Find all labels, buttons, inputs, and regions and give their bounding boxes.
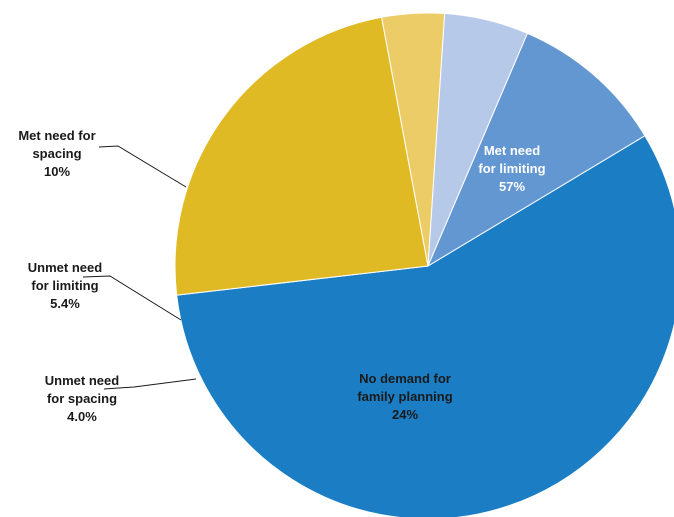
leader-line-unmet-need-for-limiting (82, 275, 182, 321)
slice-label-met-need-for-spacing: Met need for spacing 10% (18, 128, 95, 179)
slice-text-line: spacing (32, 146, 81, 161)
slice-label-unmet-need-for-spacing: Unmet need for spacing 4.0% (45, 373, 119, 424)
slice-text-line: No demand for (359, 371, 451, 386)
leader-line-met-need-for-spacing (98, 145, 187, 188)
slice-value-label: 5.4% (50, 296, 80, 311)
slice-text-line: for limiting (478, 161, 545, 176)
slice-text-line: Met need (484, 143, 540, 158)
slice-text-line: for spacing (47, 391, 117, 406)
slice-text-line: Met need for (18, 128, 95, 143)
slice-text-line: Unmet need (28, 260, 102, 275)
slice-label-met-need-for-limiting: Met need for limiting 57% (478, 143, 545, 194)
pie-slices (174, 12, 674, 517)
slice-value-label: 24% (392, 407, 418, 422)
slice-text-line: Unmet need (45, 373, 119, 388)
pie-slice-no-demand-for-family-planning (174, 16, 429, 296)
slice-label-unmet-need-for-limiting: Unmet need for limiting 5.4% (28, 260, 102, 311)
slice-text-line: family planning (357, 389, 452, 404)
pie-labels: Met need for limiting 57% No demand for fami… (18, 128, 545, 424)
pie-slice-met-need-for-limiting (176, 135, 674, 517)
leader-line-unmet-need-for-spacing (103, 378, 197, 390)
slice-value-label: 10% (44, 164, 70, 179)
slice-value-label: 4.0% (67, 409, 97, 424)
slice-text-line: for limiting (31, 278, 98, 293)
pie-slice-met-need-for-spacing (426, 32, 646, 268)
slice-value-label: 57% (499, 179, 525, 194)
slice-label-no-demand-for-family-planning: No demand for family planning 24% (357, 371, 452, 422)
